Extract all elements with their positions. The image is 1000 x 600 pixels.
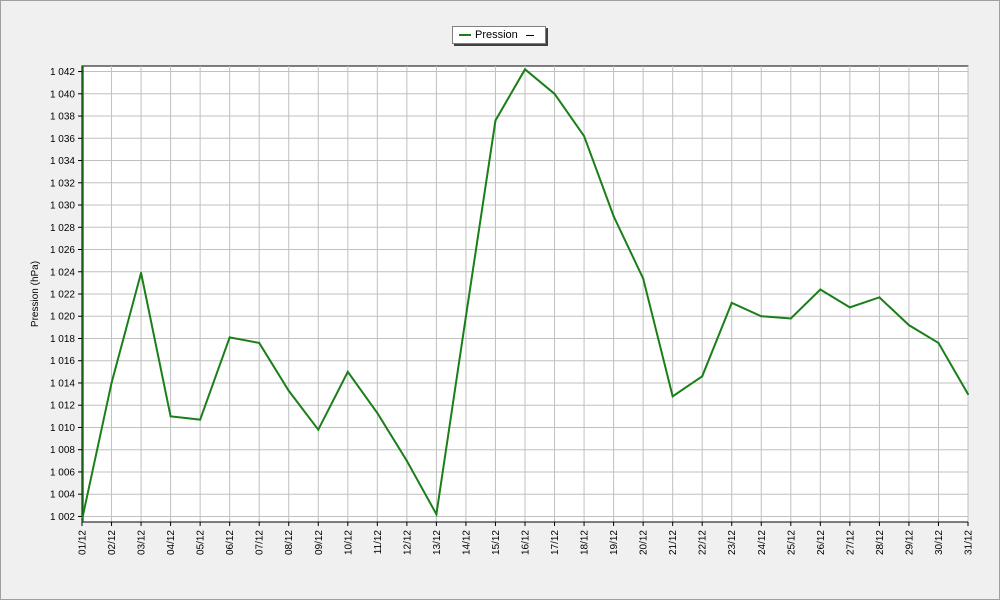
x-tick-label: 05/12	[196, 530, 207, 555]
legend-swatch-pression	[459, 34, 471, 36]
x-tick-label: 30/12	[934, 530, 945, 555]
y-tick-label: 1 026	[50, 245, 75, 256]
data-point	[907, 324, 910, 327]
y-tick-label: 1 010	[50, 423, 75, 434]
data-point	[258, 341, 261, 344]
data-point	[169, 415, 172, 418]
y-axis-title: Pression (hPa)	[30, 261, 41, 327]
legend-label-pression: Pression	[475, 29, 518, 41]
x-tick-label: 23/12	[727, 530, 738, 555]
y-tick-label: 1 004	[50, 490, 75, 501]
x-tick-label: 24/12	[757, 530, 768, 555]
legend-dash-icon	[525, 34, 534, 36]
data-point	[848, 306, 851, 309]
y-tick-label: 1 032	[50, 178, 75, 189]
y-tick-label: 1 020	[50, 312, 75, 323]
y-ticks: 1 002 1 004 1 006 1 008 1 010 1 012 1 014 1 016…	[50, 67, 82, 523]
x-tick-label: 13/12	[432, 530, 443, 555]
data-point	[553, 92, 556, 95]
x-tick-label: 02/12	[107, 530, 118, 555]
data-point	[789, 317, 792, 320]
data-point	[346, 370, 349, 373]
y-tick-label: 1 028	[50, 223, 75, 234]
x-tick-label: 21/12	[668, 530, 679, 555]
x-tick-label: 01/12	[78, 530, 89, 555]
data-point	[317, 428, 320, 431]
data-point	[642, 277, 645, 280]
data-point	[937, 341, 940, 344]
data-point	[110, 381, 113, 384]
x-tick-label: 20/12	[639, 530, 650, 555]
data-point	[583, 135, 586, 138]
y-tick-label: 1 018	[50, 334, 75, 345]
x-tick-label: 07/12	[255, 530, 266, 555]
data-point	[730, 301, 733, 304]
data-point	[228, 336, 231, 339]
y-tick-label: 1 036	[50, 134, 75, 145]
x-tick-label: 29/12	[904, 530, 915, 555]
x-tick-label: 18/12	[580, 530, 591, 555]
y-tick-label: 1 040	[50, 89, 75, 100]
y-tick-label: 1 024	[50, 267, 75, 278]
data-point	[435, 513, 438, 516]
x-tick-label: 06/12	[225, 530, 236, 555]
x-tick-label: 17/12	[550, 530, 561, 555]
data-point	[199, 418, 202, 421]
x-tick-label: 11/12	[373, 530, 384, 555]
y-tick-label: 1 034	[50, 156, 75, 167]
y-tick-label: 1 014	[50, 378, 75, 389]
data-point	[967, 393, 969, 396]
data-point	[405, 459, 408, 462]
x-tick-label: 10/12	[343, 530, 354, 555]
data-point	[494, 119, 497, 122]
data-point	[287, 389, 290, 392]
x-tick-label: 09/12	[314, 530, 325, 555]
data-point	[140, 271, 143, 274]
x-tick-label: 26/12	[816, 530, 827, 555]
x-tick-label: 03/12	[137, 530, 148, 555]
series-layer	[81, 66, 969, 522]
x-tick-label: 28/12	[875, 530, 886, 555]
x-tick-label: 19/12	[609, 530, 620, 555]
data-point	[819, 288, 822, 291]
data-point	[878, 296, 881, 299]
x-tick-label: 12/12	[402, 530, 413, 555]
y-tick-label: 1 002	[50, 512, 75, 523]
x-tick-label: 15/12	[491, 530, 502, 555]
y-tick-label: 1 042	[50, 67, 75, 78]
data-point	[701, 375, 704, 378]
data-point	[376, 412, 379, 415]
data-point	[612, 215, 615, 218]
x-ticks: 01/12 02/12 03/12 04/12 05/12 06/12 07/12 08/12…	[78, 522, 975, 555]
x-tick-label: 04/12	[166, 530, 177, 555]
x-tick-label: 14/12	[461, 530, 472, 555]
x-tick-label: 08/12	[284, 530, 295, 555]
data-point	[671, 395, 674, 398]
y-tick-label: 1 012	[50, 401, 75, 412]
y-tick-label: 1 016	[50, 356, 75, 367]
data-point	[464, 315, 467, 318]
x-tick-label: 22/12	[698, 530, 709, 555]
y-tick-label: 1 008	[50, 445, 75, 456]
y-tick-label: 1 006	[50, 467, 75, 478]
data-point	[760, 315, 763, 318]
x-tick-label: 25/12	[786, 530, 797, 555]
x-tick-label: 16/12	[521, 530, 532, 555]
y-tick-label: 1 030	[50, 201, 75, 212]
grid	[81, 66, 969, 522]
legend: Pression	[452, 26, 546, 44]
y-tick-label: 1 022	[50, 290, 75, 301]
data-point	[524, 68, 526, 71]
x-tick-label: 31/12	[964, 530, 975, 555]
x-tick-label: 27/12	[845, 530, 856, 555]
y-tick-label: 1 038	[50, 112, 75, 123]
